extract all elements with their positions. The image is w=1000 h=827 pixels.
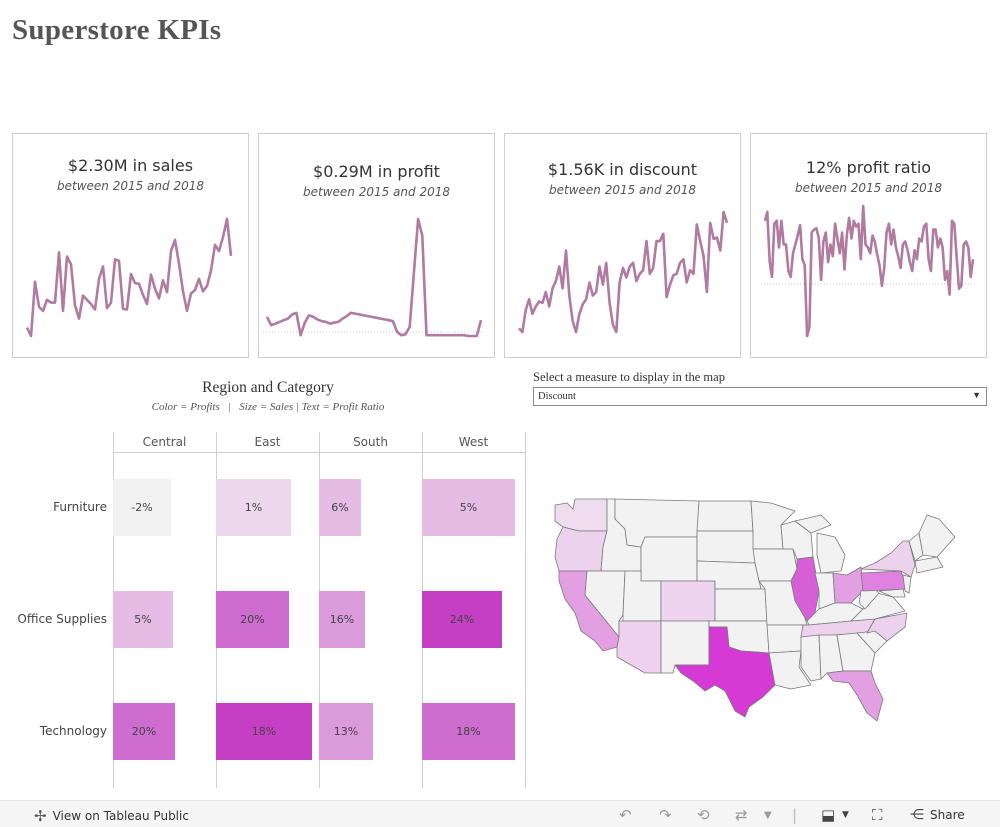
- state-north-dakota[interactable]: [696, 500, 754, 532]
- state-oregon[interactable]: [554, 526, 608, 572]
- view-on-tableau-label: View on Tableau Public: [52, 809, 189, 823]
- kpi-card-profit-ratio[interactable]: 12% profit ratio between 2015 and 2018: [750, 133, 987, 358]
- state-arizona[interactable]: [616, 620, 662, 674]
- share-label: Share: [930, 808, 965, 822]
- kpi-subtitle: between 2015 and 2018: [549, 183, 696, 197]
- undo-icon[interactable]: ↶: [619, 806, 632, 824]
- revert-icon[interactable]: ⟲: [697, 806, 710, 824]
- state-pennsylvania[interactable]: [860, 570, 908, 592]
- sparkline-discount[interactable]: [505, 134, 742, 359]
- category-region-cell[interactable]: 20%: [113, 703, 175, 760]
- column-header-south: South: [353, 435, 388, 449]
- view-on-tableau-public-button[interactable]: ✢ View on Tableau Public: [34, 807, 189, 825]
- state-michigan[interactable]: [794, 514, 846, 574]
- sparkline-profit-ratio[interactable]: [751, 134, 988, 359]
- grid-line: [525, 432, 526, 788]
- tableau-logo-icon: ✢: [34, 807, 47, 825]
- category-region-cell[interactable]: 24%: [422, 591, 502, 648]
- sparkline-sales[interactable]: [13, 134, 250, 359]
- state-south-dakota[interactable]: [696, 530, 756, 564]
- sparkline-path[interactable]: [518, 210, 729, 334]
- kpi-value: $1.56K in discount: [547, 160, 698, 179]
- fullscreen-icon[interactable]: ⛶: [872, 806, 883, 824]
- category-region-cell[interactable]: 18%: [216, 703, 312, 760]
- divider: |: [792, 806, 798, 824]
- state-maryland[interactable]: [878, 588, 906, 598]
- measure-dropdown[interactable]: Discount ▼: [533, 387, 987, 406]
- state-florida[interactable]: [826, 670, 884, 722]
- kpi-value: $2.30M in sales: [67, 156, 194, 175]
- state-mississippi[interactable]: [800, 634, 822, 682]
- state-arkansas[interactable]: [766, 624, 804, 654]
- share-button[interactable]: ⋲ Share: [910, 807, 965, 823]
- category-region-cell[interactable]: 6%: [319, 479, 361, 536]
- row-header-technology: Technology: [39, 724, 107, 738]
- state-massachusetts[interactable]: [914, 556, 944, 574]
- state-wyoming[interactable]: [640, 536, 698, 582]
- us-map[interactable]: [545, 485, 970, 725]
- category-region-cell[interactable]: -2%: [113, 479, 171, 536]
- category-region-cell[interactable]: 5%: [113, 591, 173, 648]
- kpi-card-sales[interactable]: $2.30M in sales between 2015 and 2018: [12, 133, 249, 358]
- chevron-down-icon[interactable]: ▼: [842, 810, 849, 820]
- kpi-card-discount[interactable]: $1.56K in discount between 2015 and 2018: [504, 133, 741, 358]
- chevron-down-icon: ▼: [972, 390, 981, 400]
- state-maine[interactable]: [918, 514, 956, 558]
- state-kansas[interactable]: [714, 588, 768, 622]
- tableau-toolbar: ✢ View on Tableau Public ↶ ↷ ⟲ ⇄ ▼ | ⬓ ▼…: [0, 800, 1000, 827]
- sparkline-path[interactable]: [265, 217, 483, 338]
- kpi-subtitle: between 2015 and 2018: [57, 179, 204, 193]
- sparkline-path[interactable]: [25, 217, 233, 338]
- category-region-cell[interactable]: 16%: [319, 591, 365, 648]
- redo-icon[interactable]: ↷: [659, 806, 672, 824]
- measure-dropdown-value: Discount: [538, 391, 576, 402]
- refresh-icon[interactable]: ⇄: [735, 806, 748, 824]
- category-region-cell[interactable]: 5%: [422, 479, 515, 536]
- column-header-east: East: [254, 435, 281, 449]
- sparkline-path[interactable]: [763, 204, 975, 338]
- grid-line: [113, 452, 525, 453]
- region-category-subtitle: Color = Profits | Size = Sales | Text = …: [151, 401, 385, 413]
- category-region-cell[interactable]: 1%: [216, 479, 291, 536]
- row-header-furniture: Furniture: [53, 500, 107, 514]
- category-region-cell[interactable]: 20%: [216, 591, 289, 648]
- sparkline-profit[interactable]: [259, 134, 496, 359]
- state-washington[interactable]: [554, 498, 608, 532]
- download-icon[interactable]: ⬓: [821, 806, 836, 824]
- kpi-value: 12% profit ratio: [805, 158, 932, 177]
- category-region-cell[interactable]: 13%: [319, 703, 373, 760]
- state-new-jersey[interactable]: [902, 574, 912, 594]
- state-iowa[interactable]: [752, 548, 798, 582]
- category-region-cell[interactable]: 18%: [422, 703, 515, 760]
- chevron-down-icon[interactable]: ▼: [764, 810, 772, 821]
- page-title: Superstore KPIs: [12, 14, 222, 46]
- state-ohio[interactable]: [832, 566, 864, 604]
- kpi-subtitle: between 2015 and 2018: [795, 181, 942, 195]
- state-texas[interactable]: [674, 626, 776, 718]
- row-header-office-supplies: Office Supplies: [17, 612, 107, 626]
- kpi-subtitle: between 2015 and 2018: [303, 185, 450, 199]
- column-header-central: Central: [142, 435, 187, 449]
- share-icon: ⋲: [910, 807, 924, 823]
- region-category-title: Region and Category: [202, 379, 334, 396]
- column-header-west: West: [458, 435, 489, 449]
- measure-selector-label: Select a measure to display in the map: [533, 370, 725, 384]
- kpi-card-profit[interactable]: $0.29M in profit between 2015 and 2018: [258, 133, 495, 358]
- state-colorado[interactable]: [660, 580, 716, 622]
- kpi-value: $0.29M in profit: [313, 162, 440, 181]
